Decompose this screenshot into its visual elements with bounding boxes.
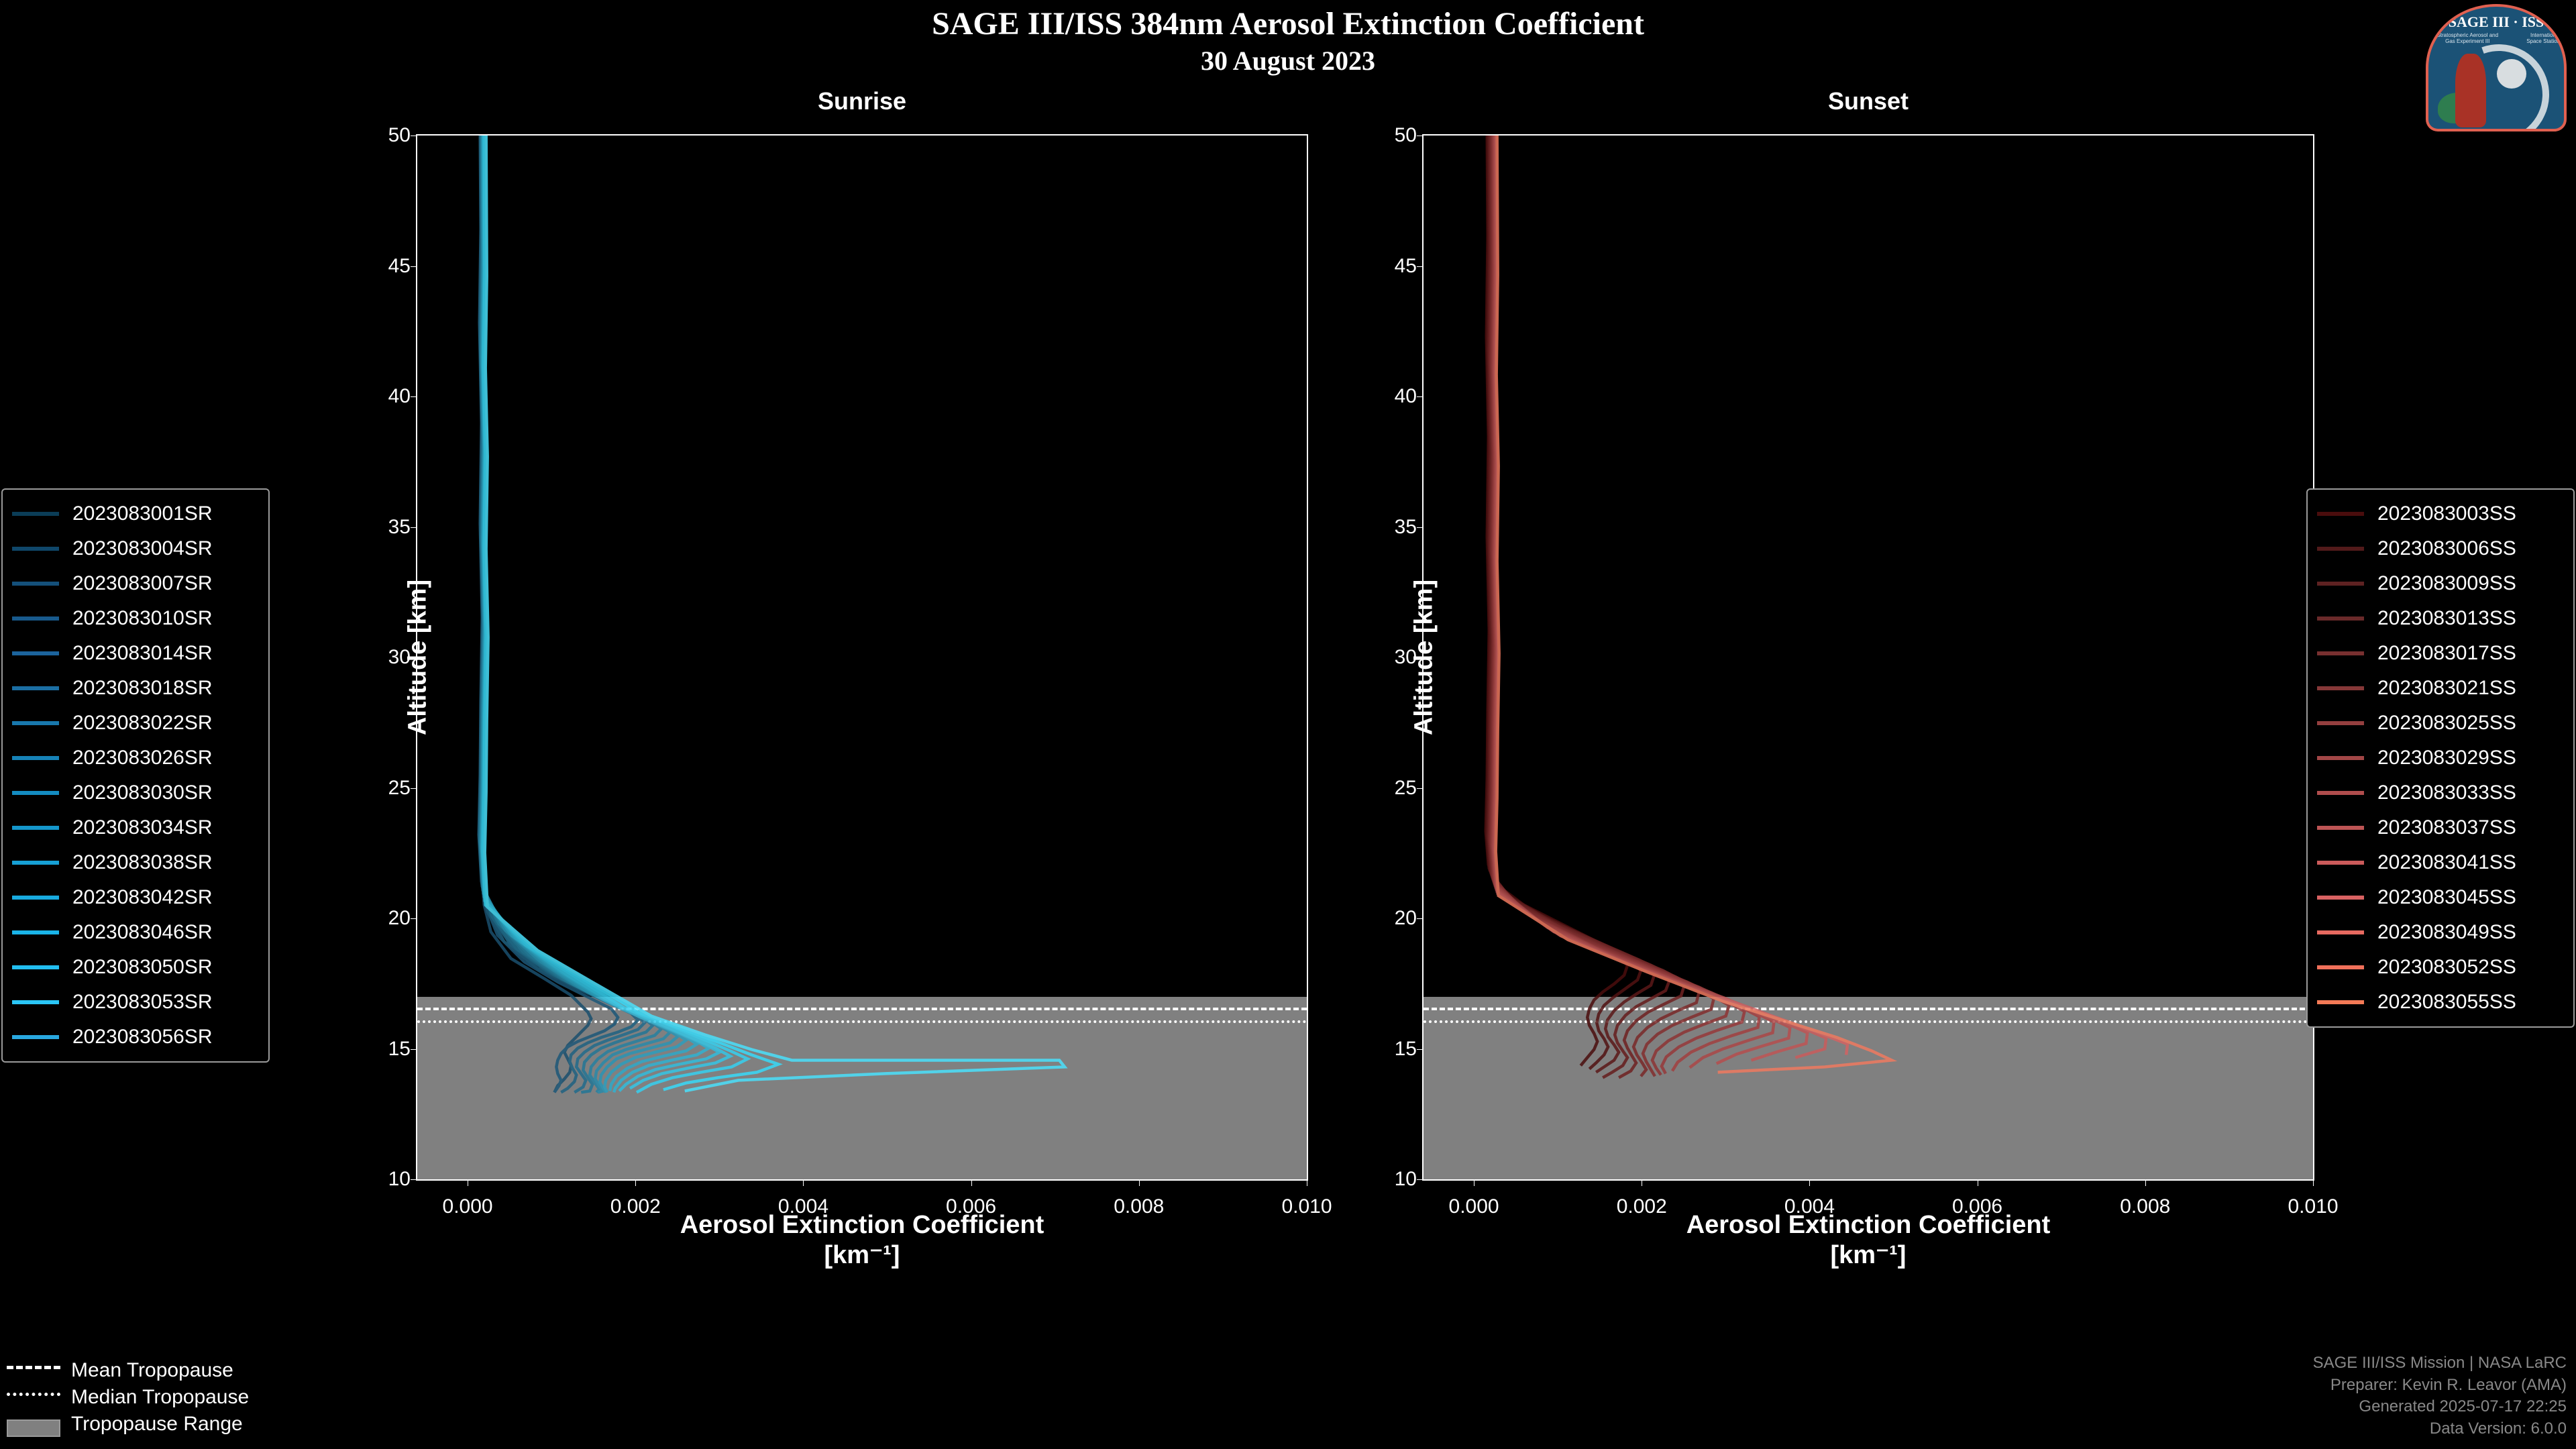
legend-item[interactable]: 2023083046SR (12, 915, 259, 950)
legend-item[interactable]: 2023083053SR (12, 985, 259, 1020)
legend-item[interactable]: 2023083037SS (2317, 810, 2564, 845)
legend-item[interactable]: 2023083013SS (2317, 601, 2564, 636)
legend-item[interactable]: 2023083052SS (2317, 950, 2564, 985)
xaxis-label-sunset: Aerosol Extinction Coefficient [km⁻¹] (1424, 1211, 2313, 1270)
legend-item[interactable]: 2023083029SS (2317, 741, 2564, 775)
legend-item[interactable]: 2023083018SR (12, 671, 259, 706)
legend-item[interactable]: 2023083022SR (12, 706, 259, 741)
legend-item[interactable]: 2023083009SS (2317, 566, 2564, 601)
legend-item-mean-tropopause[interactable]: Mean Tropopause (7, 1359, 249, 1382)
mission-logo: SAGE III · ISS Stratospheric Aerosol and… (2426, 4, 2567, 131)
legend-item[interactable]: 2023083006SS (2317, 531, 2564, 566)
chart-sunset: 50 45 40 35 30 25 20 15 10 0.000 0.002 0… (1422, 134, 2314, 1181)
legend-item[interactable]: 2023083025SS (2317, 706, 2564, 741)
legend-item[interactable]: 2023083049SS (2317, 915, 2564, 950)
aerosol-curves-sunset (1424, 136, 2313, 1179)
legend-rows-sunrise: 2023083001SR 2023083004SR 2023083007SR 2… (12, 496, 259, 1055)
legend-item[interactable]: 2023083004SR (12, 531, 259, 566)
footer-metadata: SAGE III/ISS Mission | NASA LaRC Prepare… (2313, 1352, 2567, 1440)
legend-item[interactable]: 2023083042SR (12, 880, 259, 915)
xaxis-label-sunrise: Aerosol Extinction Coefficient [km⁻¹] (417, 1211, 1307, 1270)
main-title: SAGE III/ISS 384nm Aerosol Extinction Co… (0, 5, 2576, 42)
aerosol-curves-sunrise (417, 136, 1307, 1179)
panel-title-sunrise: Sunrise (416, 87, 1308, 115)
legend-item[interactable]: 2023083007SR (12, 566, 259, 601)
panel-title-sunset: Sunset (1422, 87, 2314, 115)
legend-item[interactable]: 2023083045SS (2317, 880, 2564, 915)
legend-item[interactable]: 2023083056SR (12, 1020, 259, 1055)
legend-box-sunset[interactable]: 2023083003SS 2023083006SS 2023083009SS 2… (2306, 488, 2575, 1028)
legend-item[interactable]: 2023083055SS (2317, 985, 2564, 1020)
figure-icon (2455, 54, 2486, 127)
moon-icon (2497, 59, 2526, 89)
legend-item[interactable]: 2023083033SS (2317, 775, 2564, 810)
legend-item[interactable]: 2023083010SR (12, 601, 259, 636)
subtitle-date: 30 August 2023 (0, 45, 2576, 76)
legend-item[interactable]: 2023083034SR (12, 810, 259, 845)
legend-item[interactable]: 2023083021SS (2317, 671, 2564, 706)
legend-rows-sunset: 2023083003SS 2023083006SS 2023083009SS 2… (2317, 496, 2564, 1020)
legend-box-sunrise[interactable]: 2023083001SR 2023083004SR 2023083007SR 2… (1, 488, 270, 1063)
legend-item[interactable]: 2023083050SR (12, 950, 259, 985)
legend-item[interactable]: 2023083030SR (12, 775, 259, 810)
legend-item[interactable]: 2023083001SR (12, 496, 259, 531)
legend-item[interactable]: 2023083041SS (2317, 845, 2564, 880)
legend-item-tropopause-range[interactable]: Tropopause Range (7, 1413, 249, 1436)
yaxis-label-sunset: Altitude [km] (1410, 580, 1439, 735)
legend-item[interactable]: 2023083014SR (12, 636, 259, 671)
legend-item-median-tropopause[interactable]: Median Tropopause (7, 1386, 249, 1409)
legend-item[interactable]: 2023083017SS (2317, 636, 2564, 671)
yaxis-label-sunrise: Altitude [km] (404, 580, 433, 735)
legend-item[interactable]: 2023083038SR (12, 845, 259, 880)
bottom-legend: Mean Tropopause Median Tropopause Tropop… (7, 1359, 249, 1440)
chart-sunrise: 50 45 40 35 30 25 20 15 10 0.000 0.002 0… (416, 134, 1308, 1181)
legend-item[interactable]: 2023083026SR (12, 741, 259, 775)
title-block: SAGE III/ISS 384nm Aerosol Extinction Co… (0, 5, 2576, 76)
legend-item[interactable]: 2023083003SS (2317, 496, 2564, 531)
